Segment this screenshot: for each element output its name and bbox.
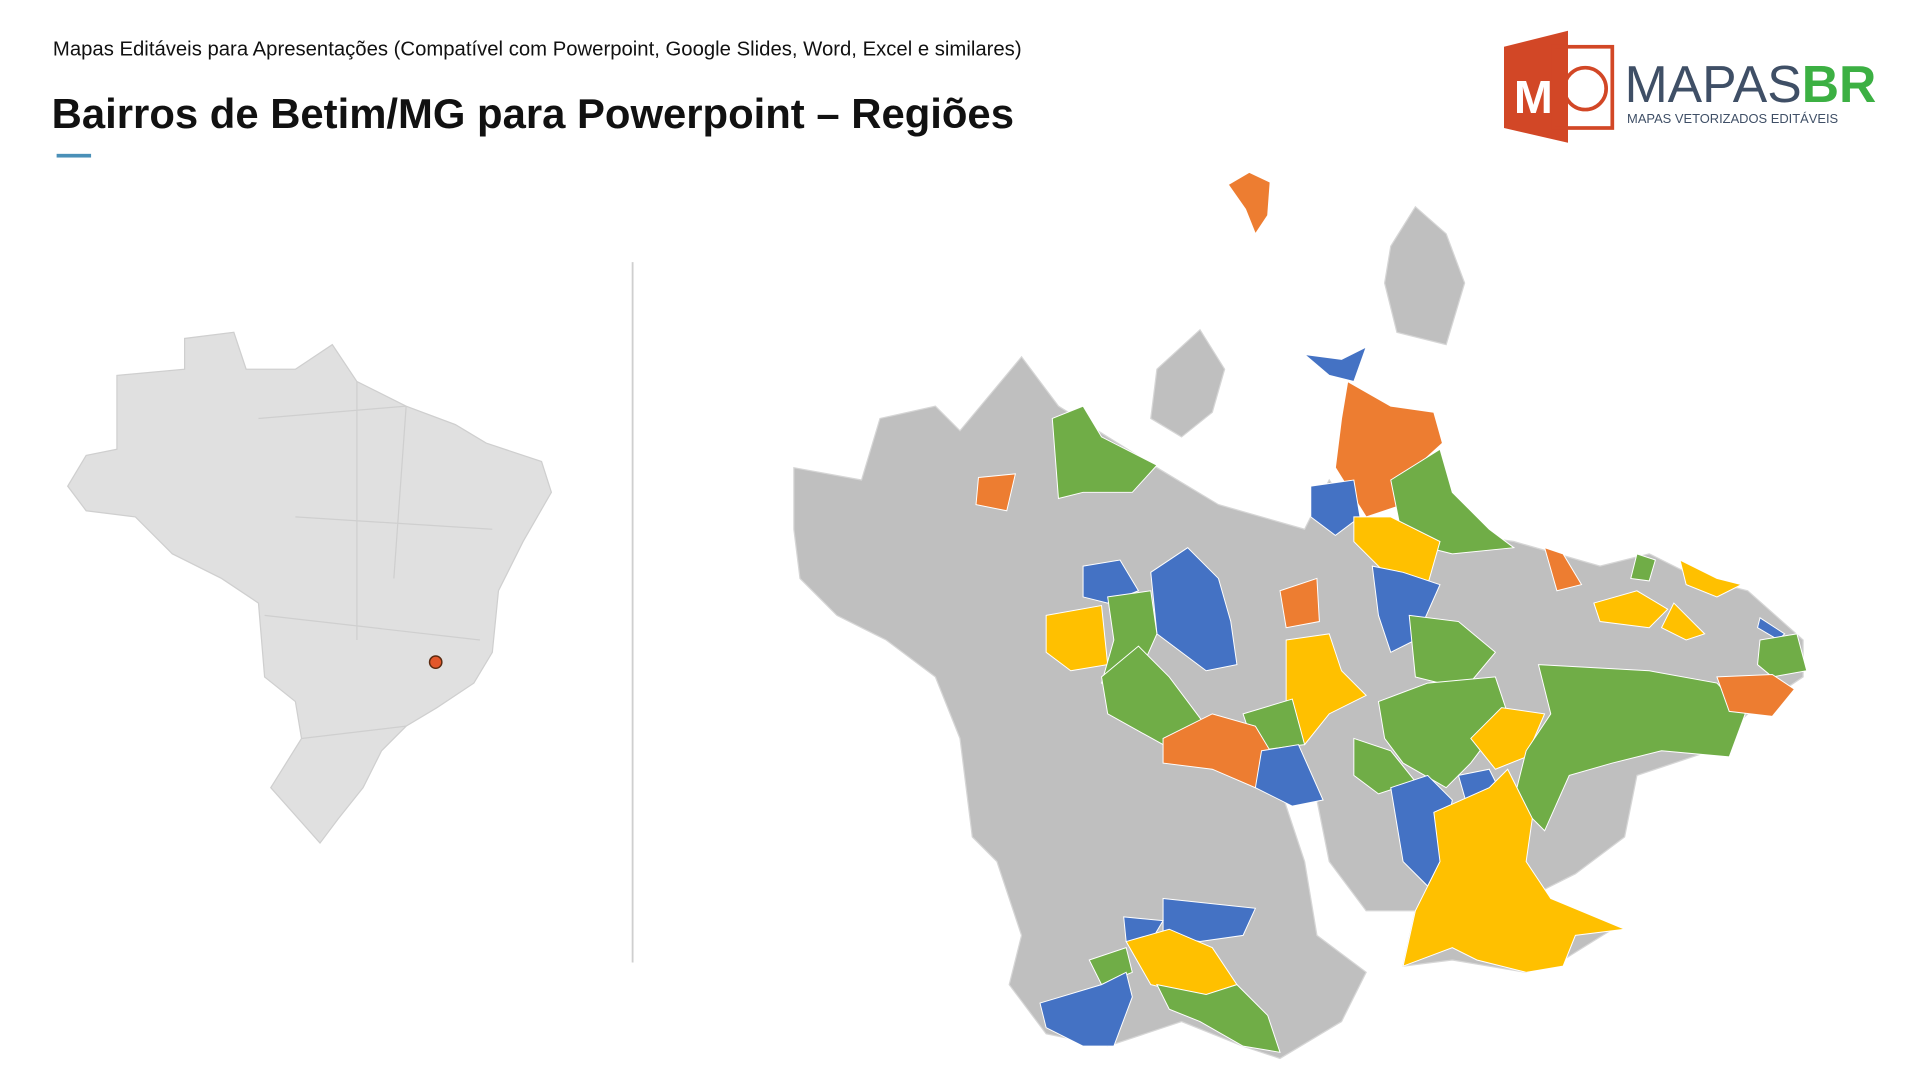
logo-icon-letter: M bbox=[1514, 71, 1553, 123]
logo: M MAPASBR MAPAS VETORIZADOS EDITÁVEIS bbox=[1504, 30, 1877, 143]
location-marker bbox=[428, 655, 443, 670]
title: Bairros de Betim/MG para Powerpoint – Re… bbox=[52, 90, 1014, 137]
logo-brand-accent: BR bbox=[1802, 55, 1877, 113]
betim-map bbox=[793, 171, 1808, 1060]
brazil-map bbox=[66, 331, 553, 845]
subtitle: Mapas Editáveis para Apresentações (Comp… bbox=[53, 38, 1022, 60]
logo-brand: MAPASBR bbox=[1625, 55, 1877, 113]
title-underline bbox=[56, 153, 92, 158]
logo-tagline: MAPAS VETORIZADOS EDITÁVEIS bbox=[1627, 111, 1838, 126]
logo-brand-main: MAPAS bbox=[1625, 55, 1802, 113]
